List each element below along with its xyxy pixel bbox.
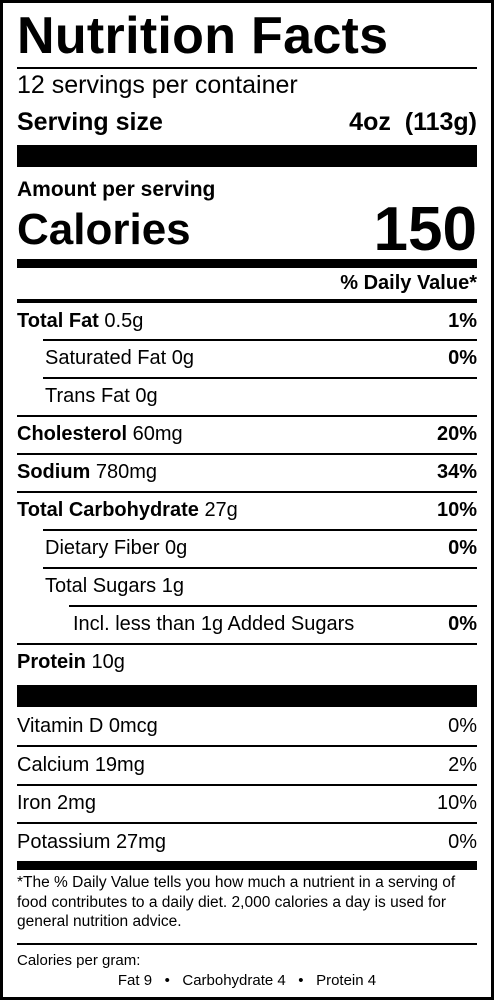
vitamin-dv: 2% bbox=[448, 753, 477, 776]
nutrient-row-trans-fat: Trans Fat 0g bbox=[45, 377, 477, 415]
vitamin-name: Potassium bbox=[17, 830, 111, 853]
row-divider bbox=[69, 605, 477, 607]
nutrient-dv: 34% bbox=[436, 460, 477, 483]
nutrient-amount: 10g bbox=[91, 650, 125, 673]
nutrient-row-total-fat: Total Fat 0.5g 1% bbox=[17, 302, 477, 340]
cpg-protein: Protein 4 bbox=[316, 972, 377, 989]
nutrient-name: Total Sugars bbox=[45, 574, 157, 597]
nutrient-row-cholesterol: Cholesterol 60mg 20% bbox=[17, 415, 477, 453]
nutrient-amount: 780mg bbox=[95, 460, 158, 483]
calories-label: Calories bbox=[17, 205, 191, 254]
row-divider bbox=[43, 567, 477, 569]
nutrient-name: Trans Fat bbox=[45, 384, 130, 407]
thick-divider-top bbox=[17, 145, 477, 167]
cpg-carbohydrate: Carbohydrate 4 bbox=[182, 972, 286, 989]
vitamin-name: Vitamin D bbox=[17, 714, 104, 737]
nutrient-amount: 1g bbox=[161, 574, 184, 597]
serving-size-label: Serving size bbox=[17, 108, 163, 136]
nutrient-amount: 0.5g bbox=[104, 309, 144, 332]
nutrient-row-saturated-fat: Saturated Fat 0g 0% bbox=[45, 339, 477, 377]
row-divider bbox=[17, 784, 477, 786]
amount-per-serving: Amount per serving bbox=[17, 178, 216, 201]
row-divider bbox=[17, 453, 477, 455]
daily-value-footnote: *The % Daily Value tells you how much a … bbox=[17, 874, 456, 930]
vitamin-dv: 10% bbox=[436, 791, 477, 814]
nutrient-dv: 0% bbox=[448, 536, 477, 559]
row-divider bbox=[17, 822, 477, 824]
servings-per-container: 12 servings per container bbox=[17, 71, 298, 99]
nutrient-dv: 20% bbox=[436, 422, 477, 445]
row-divider bbox=[17, 415, 477, 417]
nutrient-row-total-carbohydrate: Total Carbohydrate 27g 10% bbox=[17, 491, 477, 529]
cpg-fat: Fat 9 bbox=[117, 972, 153, 989]
nutrient-amount: 60mg bbox=[132, 422, 183, 445]
vitamin-name: Iron bbox=[17, 791, 52, 814]
calories-per-gram-values: Fat 9 • Carbohydrate 4 • Protein 4 bbox=[17, 971, 477, 990]
row-divider bbox=[43, 339, 477, 341]
calories-per-gram-label: Calories per gram: bbox=[17, 952, 141, 969]
nutrient-name: Total Carbohydrate bbox=[17, 498, 199, 521]
nutrient-row-total-sugars: Total Sugars 1g bbox=[45, 567, 477, 605]
calories-divider bbox=[17, 259, 477, 268]
nutrient-name: Total Fat bbox=[17, 309, 99, 332]
nutrient-name: Sodium bbox=[17, 460, 91, 483]
vitamin-amount: 2mg bbox=[57, 791, 96, 814]
nutrient-dv: 1% bbox=[448, 309, 477, 332]
nutrient-dv: 0% bbox=[448, 346, 477, 369]
vitamin-row-iron: Iron 2mg 10% bbox=[17, 784, 477, 822]
nutrient-dv: 0% bbox=[448, 612, 477, 635]
nutrient-row-protein: Protein 10g bbox=[17, 643, 477, 681]
row-divider bbox=[43, 529, 477, 531]
label-title: Nutrition Facts bbox=[17, 7, 389, 65]
nutrient-row-sodium: Sodium 780mg 34% bbox=[17, 453, 477, 491]
vitamin-row-vitamin-d: Vitamin D 0mcg 0% bbox=[17, 707, 477, 745]
dv-header-divider bbox=[17, 299, 477, 303]
title-divider bbox=[17, 67, 477, 69]
vitamin-dv: 0% bbox=[448, 830, 477, 853]
calories-value: 150 bbox=[373, 195, 477, 264]
vitamin-amount: 0mcg bbox=[108, 714, 158, 737]
nutrient-amount: 0g bbox=[135, 384, 158, 407]
cpg-separator: • bbox=[298, 972, 304, 989]
nutrient-name: Cholesterol bbox=[17, 422, 128, 445]
vitamin-row-potassium: Potassium 27mg 0% bbox=[17, 823, 477, 861]
row-divider bbox=[17, 491, 477, 493]
serving-size-value: 4oz (113g) bbox=[349, 108, 477, 136]
calories-row: Calories 150 bbox=[17, 193, 477, 267]
vitamin-dv: 0% bbox=[448, 714, 477, 737]
nutrient-amount: 0g bbox=[165, 536, 188, 559]
nutrient-name: Saturated Fat bbox=[45, 346, 167, 369]
nutrient-amount: 27g bbox=[204, 498, 238, 521]
serving-size-row: Serving size 4oz (113g) bbox=[17, 106, 477, 138]
footnote-divider bbox=[17, 861, 477, 870]
row-divider bbox=[17, 643, 477, 645]
nutrient-name: Incl. less than 1g Added Sugars bbox=[73, 612, 355, 635]
daily-value-header: % Daily Value* bbox=[340, 272, 477, 294]
calories-per-gram-divider bbox=[17, 943, 477, 945]
cpg-separator: • bbox=[164, 972, 170, 989]
thick-divider-vitamins bbox=[17, 685, 477, 707]
vitamin-amount: 27mg bbox=[115, 830, 166, 853]
nutrient-dv: 10% bbox=[436, 498, 477, 521]
vitamin-name: Calcium bbox=[17, 753, 90, 776]
row-divider bbox=[43, 377, 477, 379]
nutrient-name: Dietary Fiber bbox=[45, 536, 160, 559]
nutrient-row-added-sugars: Incl. less than 1g Added Sugars 0% bbox=[73, 605, 477, 643]
vitamin-amount: 19mg bbox=[94, 753, 145, 776]
row-divider bbox=[17, 745, 477, 747]
vitamin-row-calcium: Calcium 19mg 2% bbox=[17, 746, 477, 784]
nutrient-name: Protein bbox=[17, 650, 86, 673]
nutrient-amount: 0g bbox=[171, 346, 194, 369]
nutrient-row-dietary-fiber: Dietary Fiber 0g 0% bbox=[45, 529, 477, 567]
